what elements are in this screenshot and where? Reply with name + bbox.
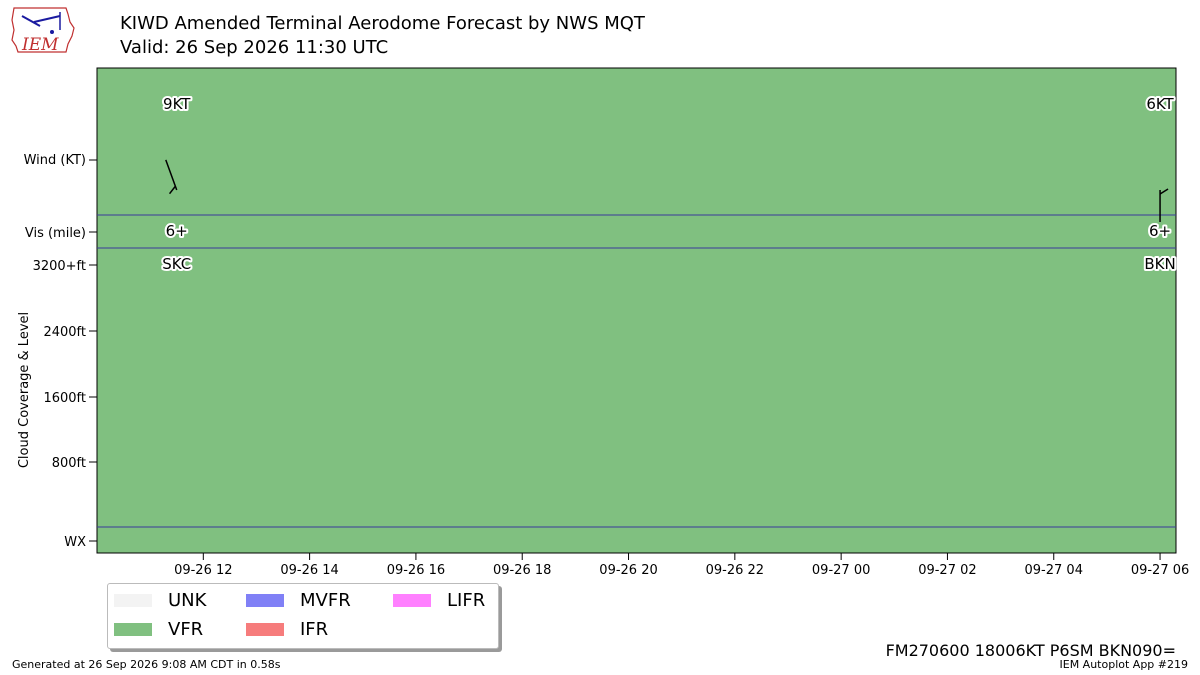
x-tick-label: 09-27 00: [812, 563, 870, 578]
x-tick-label: 09-26 20: [599, 563, 657, 578]
x-axis-ticks: 09-26 12 09-26 14 09-26 16 09-26 18 09-26 20…: [174, 553, 1189, 578]
wind-barb: [165, 159, 178, 195]
chart-title: KIWD Amended Terminal Aerodome Forecast …: [120, 13, 645, 34]
legend-swatch-mvfr: [246, 594, 284, 607]
legend-label-lifr: LIFR: [447, 590, 486, 611]
legend-item-ifr: IFR: [246, 619, 328, 640]
y-axis-labels: Wind (KT) Vis (mile) 3200+ft 2400ft 1600…: [24, 153, 97, 550]
forecast-marks: 9KT 6+ SKC 6KT 6+ BKN: [160, 93, 1178, 275]
wind-barb: [1159, 188, 1169, 222]
wx-row-label: WX: [64, 535, 86, 550]
visibility-label: 6+: [1149, 222, 1171, 240]
legend-item-lifr: LIFR: [393, 590, 485, 611]
legend-item-unk: UNK: [114, 590, 206, 611]
x-tick-label: 09-26 16: [387, 563, 445, 578]
legend-swatch-lifr: [393, 594, 431, 607]
sky-cover-label: SKC: [162, 255, 191, 273]
legend-label-vfr: VFR: [168, 619, 204, 640]
wind-speed-label: 9KT: [163, 95, 191, 113]
wind-speed-label: 6KT: [1146, 95, 1174, 113]
legend-item-mvfr: MVFR: [246, 590, 351, 611]
legend: UNK MVFR LIFR VFR IFR: [107, 583, 499, 649]
legend-item-vfr: VFR: [114, 619, 203, 640]
x-tick-label: 09-26 22: [706, 563, 764, 578]
iem-logo: IEM: [11, 7, 75, 55]
raw-taf-text: FM270600 18006KT P6SM BKN090=: [885, 641, 1176, 660]
x-tick-label: 09-27 02: [918, 563, 976, 578]
generated-footer: Generated at 26 Sep 2026 9:08 AM CDT in …: [12, 658, 281, 671]
legend-swatch-unk: [114, 594, 152, 607]
cloud-tick-3: 800ft: [52, 456, 86, 471]
x-tick-label: 09-27 04: [1025, 563, 1083, 578]
legend-swatch-ifr: [246, 623, 284, 636]
legend-label-mvfr: MVFR: [300, 590, 351, 611]
vis-row-label: Vis (mile): [25, 226, 86, 241]
legend-swatch-vfr: [114, 623, 152, 636]
x-tick-label: 09-26 12: [174, 563, 232, 578]
wind-row-label: Wind (KT): [24, 153, 86, 168]
visibility-label: 6+: [166, 222, 188, 240]
cloud-tick-2: 1600ft: [43, 391, 86, 406]
logo-text: IEM: [21, 35, 59, 55]
chart-subtitle: Valid: 26 Sep 2026 11:30 UTC: [120, 37, 389, 58]
cloud-axis-title: Cloud Coverage & Level: [17, 312, 32, 468]
cloud-tick-0: 3200+ft: [33, 259, 86, 274]
app-footer: IEM Autoplot App #219: [1059, 658, 1189, 671]
plot-background: [96, 67, 1177, 554]
sky-cover-label: BKN: [1144, 255, 1175, 273]
cloud-tick-1: 2400ft: [43, 325, 86, 340]
legend-label-unk: UNK: [168, 590, 207, 611]
x-tick-label: 09-27 06: [1131, 563, 1189, 578]
x-tick-label: 09-26 14: [280, 563, 338, 578]
legend-label-ifr: IFR: [300, 619, 329, 640]
x-tick-label: 09-26 18: [493, 563, 551, 578]
